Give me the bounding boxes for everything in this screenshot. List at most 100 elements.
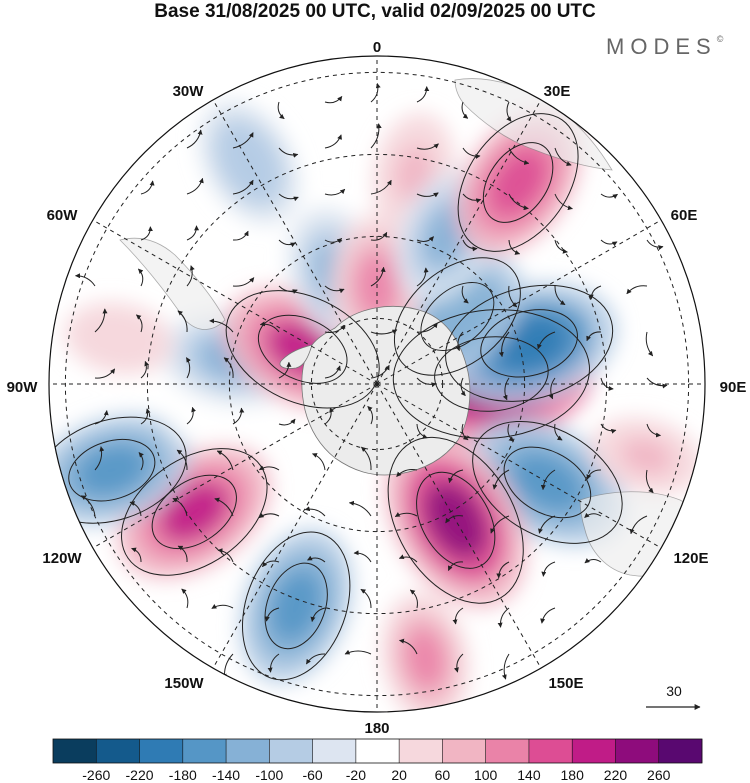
wind-vector (447, 561, 464, 571)
meridian (376, 383, 662, 549)
wind-vector (448, 469, 464, 484)
wind-vector (214, 497, 234, 517)
longitude-label: 150E (548, 675, 583, 692)
colorbar-tick: 220 (604, 767, 628, 783)
wind-vector (502, 377, 510, 401)
longitude-label: 120E (673, 550, 708, 567)
wind-vector (416, 192, 439, 198)
wind-vector (177, 545, 188, 563)
contour-line (480, 309, 578, 378)
wind-vector (370, 231, 388, 241)
contour-line (257, 314, 348, 384)
colorbar-tick: -180 (169, 767, 197, 783)
meridian (92, 383, 378, 549)
wind-vector (172, 497, 188, 517)
longitude-label: 180 (364, 720, 389, 737)
wind-vector (94, 368, 116, 379)
wind-vector (416, 377, 437, 388)
wind-vector (416, 236, 434, 242)
wind-vector (370, 83, 381, 103)
wind-vector (324, 188, 346, 196)
wind-vector (584, 558, 602, 564)
longitude-label: 60W (47, 207, 79, 224)
wind-vector (370, 179, 392, 195)
wind-vector (232, 179, 254, 195)
wind-vector (278, 239, 296, 248)
wind-vector (264, 607, 280, 622)
wind-vector (186, 406, 197, 425)
wind-vector (600, 423, 617, 434)
wind-vector (176, 449, 188, 471)
wind-vector (537, 331, 556, 350)
colorbar-swatch (528, 739, 573, 763)
colorbar-tick: -260 (82, 767, 110, 783)
contour-line (482, 142, 554, 223)
wind-vector (211, 604, 234, 609)
wind-vector (278, 285, 298, 294)
wind-vector (262, 560, 280, 568)
wind-vector (305, 653, 326, 665)
wind-vector (538, 515, 556, 534)
wind-vector (646, 239, 664, 250)
anomaly-level (226, 134, 272, 191)
wind-vector (140, 408, 151, 425)
wind-vector (370, 266, 386, 287)
meridian (92, 219, 378, 385)
wind-vector (496, 561, 510, 579)
wind-vector (398, 554, 418, 563)
wind-vector (399, 638, 418, 655)
wind-vector (324, 324, 346, 333)
wind-vector (267, 653, 280, 673)
contour-line (434, 336, 549, 412)
wind-vector (324, 96, 343, 104)
colorbar-tick: 140 (517, 767, 541, 783)
contour-line (457, 113, 579, 252)
contour-line (151, 474, 237, 550)
wind-vector (646, 423, 661, 438)
wind-vector (278, 193, 299, 202)
meridian (212, 99, 378, 385)
wind-vector (259, 321, 280, 333)
wind-vector (186, 265, 195, 287)
wind-vector (370, 123, 382, 149)
wind-vector (312, 453, 326, 471)
colorbar-swatch (269, 739, 313, 763)
wind-vector (409, 589, 418, 609)
wind-vector (629, 515, 648, 535)
wind-vector (506, 101, 512, 122)
wind-vector (554, 147, 572, 166)
wind-vector (540, 469, 556, 491)
wind-vector (600, 377, 614, 391)
colorbar-swatch (442, 739, 486, 763)
anomaly-level (405, 628, 446, 689)
wind-vector (396, 469, 418, 477)
meridian (212, 383, 378, 669)
contour-line (49, 416, 187, 524)
contour-line (264, 562, 328, 650)
wind-vector (508, 193, 529, 211)
wind-vector (304, 506, 326, 517)
wind-vector (586, 331, 602, 342)
wind-vector (645, 469, 654, 494)
wind-vector (136, 314, 143, 333)
anomaly-level (423, 481, 488, 560)
wind-vector (217, 548, 234, 563)
meridian (376, 383, 542, 669)
wind-vector (540, 607, 556, 624)
wind-vector (324, 238, 343, 244)
colorbar-tick: 60 (435, 767, 451, 783)
wind-vector (353, 550, 372, 563)
wind-vector (258, 513, 280, 519)
longitude-labels: 0 30E 60E 90E 120E 150E 180 150W 120W 90W 60W 30W (7, 39, 747, 737)
contour-line (445, 284, 614, 402)
wind-vector (324, 285, 345, 294)
colorbar-tick: -220 (126, 767, 154, 783)
contour-lines (49, 113, 623, 681)
colorbar-tick: 180 (561, 767, 585, 783)
meridian (376, 219, 662, 385)
wind-vector (508, 285, 518, 308)
wind-vector (277, 101, 285, 120)
wind-vector (462, 193, 482, 204)
wind-vector (140, 180, 155, 195)
